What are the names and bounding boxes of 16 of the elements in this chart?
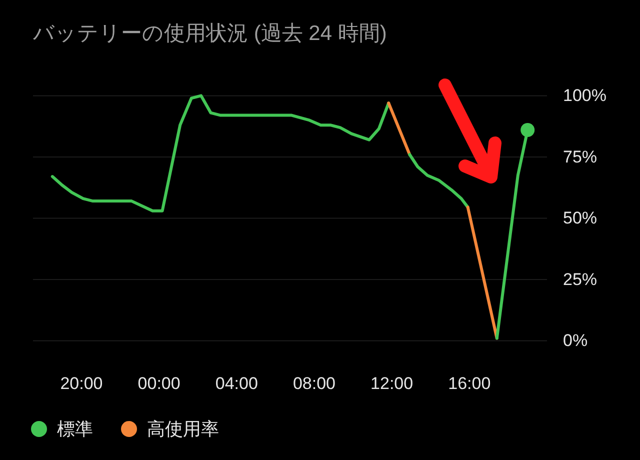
x-tick-label: 20:00 xyxy=(60,374,103,393)
y-tick-label: 50% xyxy=(563,208,598,228)
x-tick-label: 12:00 xyxy=(370,374,414,393)
x-tick-label: 08:00 xyxy=(292,374,336,393)
y-tick-label: 100% xyxy=(563,86,606,106)
y-tick-label: 75% xyxy=(563,147,598,166)
line-series xyxy=(50,94,390,212)
legend-label: 高使用率 xyxy=(147,419,219,439)
legend-label: 標準 xyxy=(57,419,93,439)
x-tick-label: 16:00 xyxy=(448,374,491,393)
y-tick-label: 0% xyxy=(563,331,588,350)
chart-title: バッテリーの使用状況 (過去 24 時間) xyxy=(32,22,387,45)
line-series xyxy=(408,153,470,209)
x-tick-label: 00:00 xyxy=(138,374,180,393)
x-tick-label: 04:00 xyxy=(215,374,258,393)
y-tick-label: 25% xyxy=(563,270,598,289)
